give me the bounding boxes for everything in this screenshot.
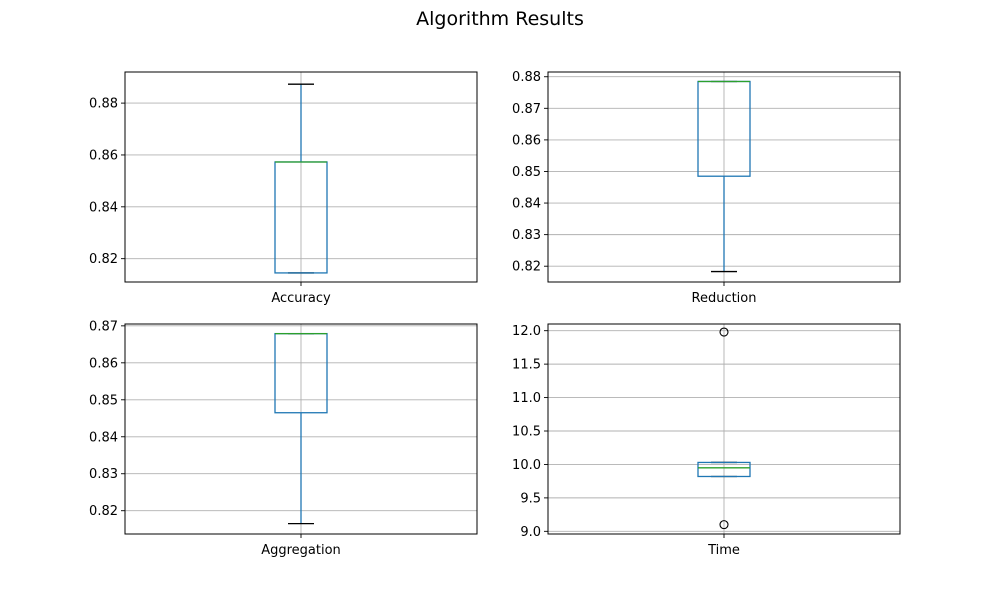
panel-3-ytick-label: 0.82 xyxy=(89,504,118,519)
panel-2-ytick-label: 0.83 xyxy=(512,228,541,243)
panel-3-xtick-label: Aggregation xyxy=(261,543,341,558)
panel-1-ytick-label: 0.86 xyxy=(89,148,118,163)
panel-1-xtick-label: Accuracy xyxy=(271,291,331,306)
panel-1-ytick-label: 0.88 xyxy=(89,97,118,112)
figure-title: Algorithm Results xyxy=(416,8,584,30)
panel-4-ytick-label: 10.0 xyxy=(512,458,541,473)
panel-2-ytick-label: 0.87 xyxy=(512,102,541,117)
panel-2-ytick-label: 0.86 xyxy=(512,133,541,148)
panel-4-outlier-point xyxy=(719,327,729,337)
panel-2-ytick-label: 0.84 xyxy=(512,197,541,212)
panel-4-ytick-label: 11.5 xyxy=(512,358,541,373)
panel-1-ytick-label: 0.82 xyxy=(89,252,118,267)
panel-3-ytick-label: 0.84 xyxy=(89,430,118,445)
panel-2-ytick-label: 0.88 xyxy=(512,70,541,85)
panel-4-box xyxy=(697,461,751,478)
panel-2-ytick-label: 0.85 xyxy=(512,165,541,180)
panel-4-outlier-point xyxy=(719,520,729,530)
panel-3-ytick-label: 0.87 xyxy=(89,319,118,334)
panel-2-ytick-label: 0.82 xyxy=(512,260,541,275)
panel-4-ytick-label: 10.5 xyxy=(512,425,541,440)
panel-3-ytick-label: 0.83 xyxy=(89,467,118,482)
panel-4-ytick-label: 11.0 xyxy=(512,391,541,406)
panel-4-ytick-label: 12.0 xyxy=(512,324,541,339)
panel-4-ytick-label: 9.0 xyxy=(520,525,541,540)
panel-2-xtick-label: Reduction xyxy=(692,291,757,306)
panel-4-xtick-label: Time xyxy=(707,543,740,558)
panel-3-ytick-label: 0.86 xyxy=(89,356,118,371)
panel-1-ytick-label: 0.84 xyxy=(89,200,118,215)
panel-4-ytick-label: 9.5 xyxy=(520,491,541,506)
panel-3-ytick-label: 0.85 xyxy=(89,393,118,408)
